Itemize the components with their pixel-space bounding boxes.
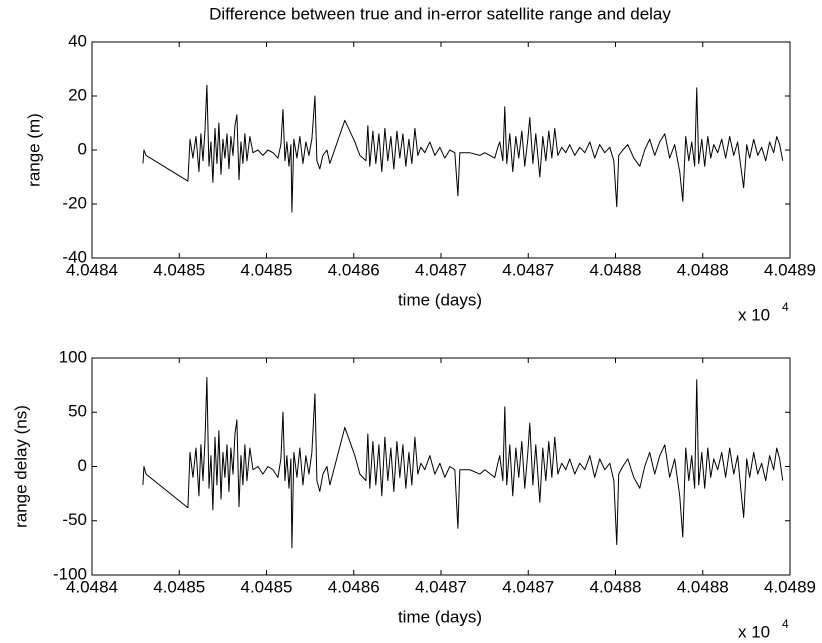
y-tick-label: 0 [78, 139, 87, 158]
x-scale-text: x 10 [738, 305, 770, 324]
x-tick-label: 4.0487 [415, 577, 467, 596]
x-tick-label: 4.0488 [590, 260, 642, 279]
x-tick-label: 4.0485 [241, 577, 293, 596]
x-axis-label: time (days) [398, 290, 482, 309]
x-tick-label: 4.0488 [677, 260, 729, 279]
x-tick-label: 4.0485 [241, 260, 293, 279]
chart-title: Difference between true and in-error sat… [209, 4, 671, 23]
y-tick-label: -40 [62, 247, 87, 266]
x-tick-label: 4.0484 [66, 260, 118, 279]
y-axis-label: range delay (ns) [11, 405, 30, 528]
y-tick-label: 20 [68, 85, 87, 104]
x-axis-label: time (days) [398, 607, 482, 626]
x-tick-label: 4.0486 [328, 577, 380, 596]
y-tick-label: -50 [62, 510, 87, 529]
x-tick-label: 4.0487 [502, 577, 554, 596]
y-axis-label: range (m) [24, 113, 43, 187]
x-tick-label: 4.0489 [764, 577, 816, 596]
x-scale-text: x 10 [738, 622, 770, 641]
data-line [142, 84, 784, 213]
x-scale-exponent: 4 [782, 300, 789, 314]
y-tick-label: -100 [53, 564, 87, 583]
data-line [142, 377, 784, 549]
x-tick-label: 4.0484 [66, 577, 118, 596]
x-scale-exponent: 4 [782, 617, 789, 631]
x-tick-label: 4.0486 [328, 260, 380, 279]
x-tick-label: 4.0485 [153, 260, 205, 279]
y-tick-label: 0 [78, 456, 87, 475]
y-tick-label: 50 [68, 402, 87, 421]
y-tick-label: 100 [59, 347, 87, 366]
x-tick-label: 4.0488 [677, 577, 729, 596]
x-tick-label: 4.0485 [153, 577, 205, 596]
x-tick-label: 4.0487 [415, 260, 467, 279]
y-tick-label: 40 [68, 31, 87, 50]
y-tick-label: -20 [62, 193, 87, 212]
x-tick-label: 4.0487 [502, 260, 554, 279]
x-tick-label: 4.0488 [590, 577, 642, 596]
x-tick-label: 4.0489 [764, 260, 816, 279]
